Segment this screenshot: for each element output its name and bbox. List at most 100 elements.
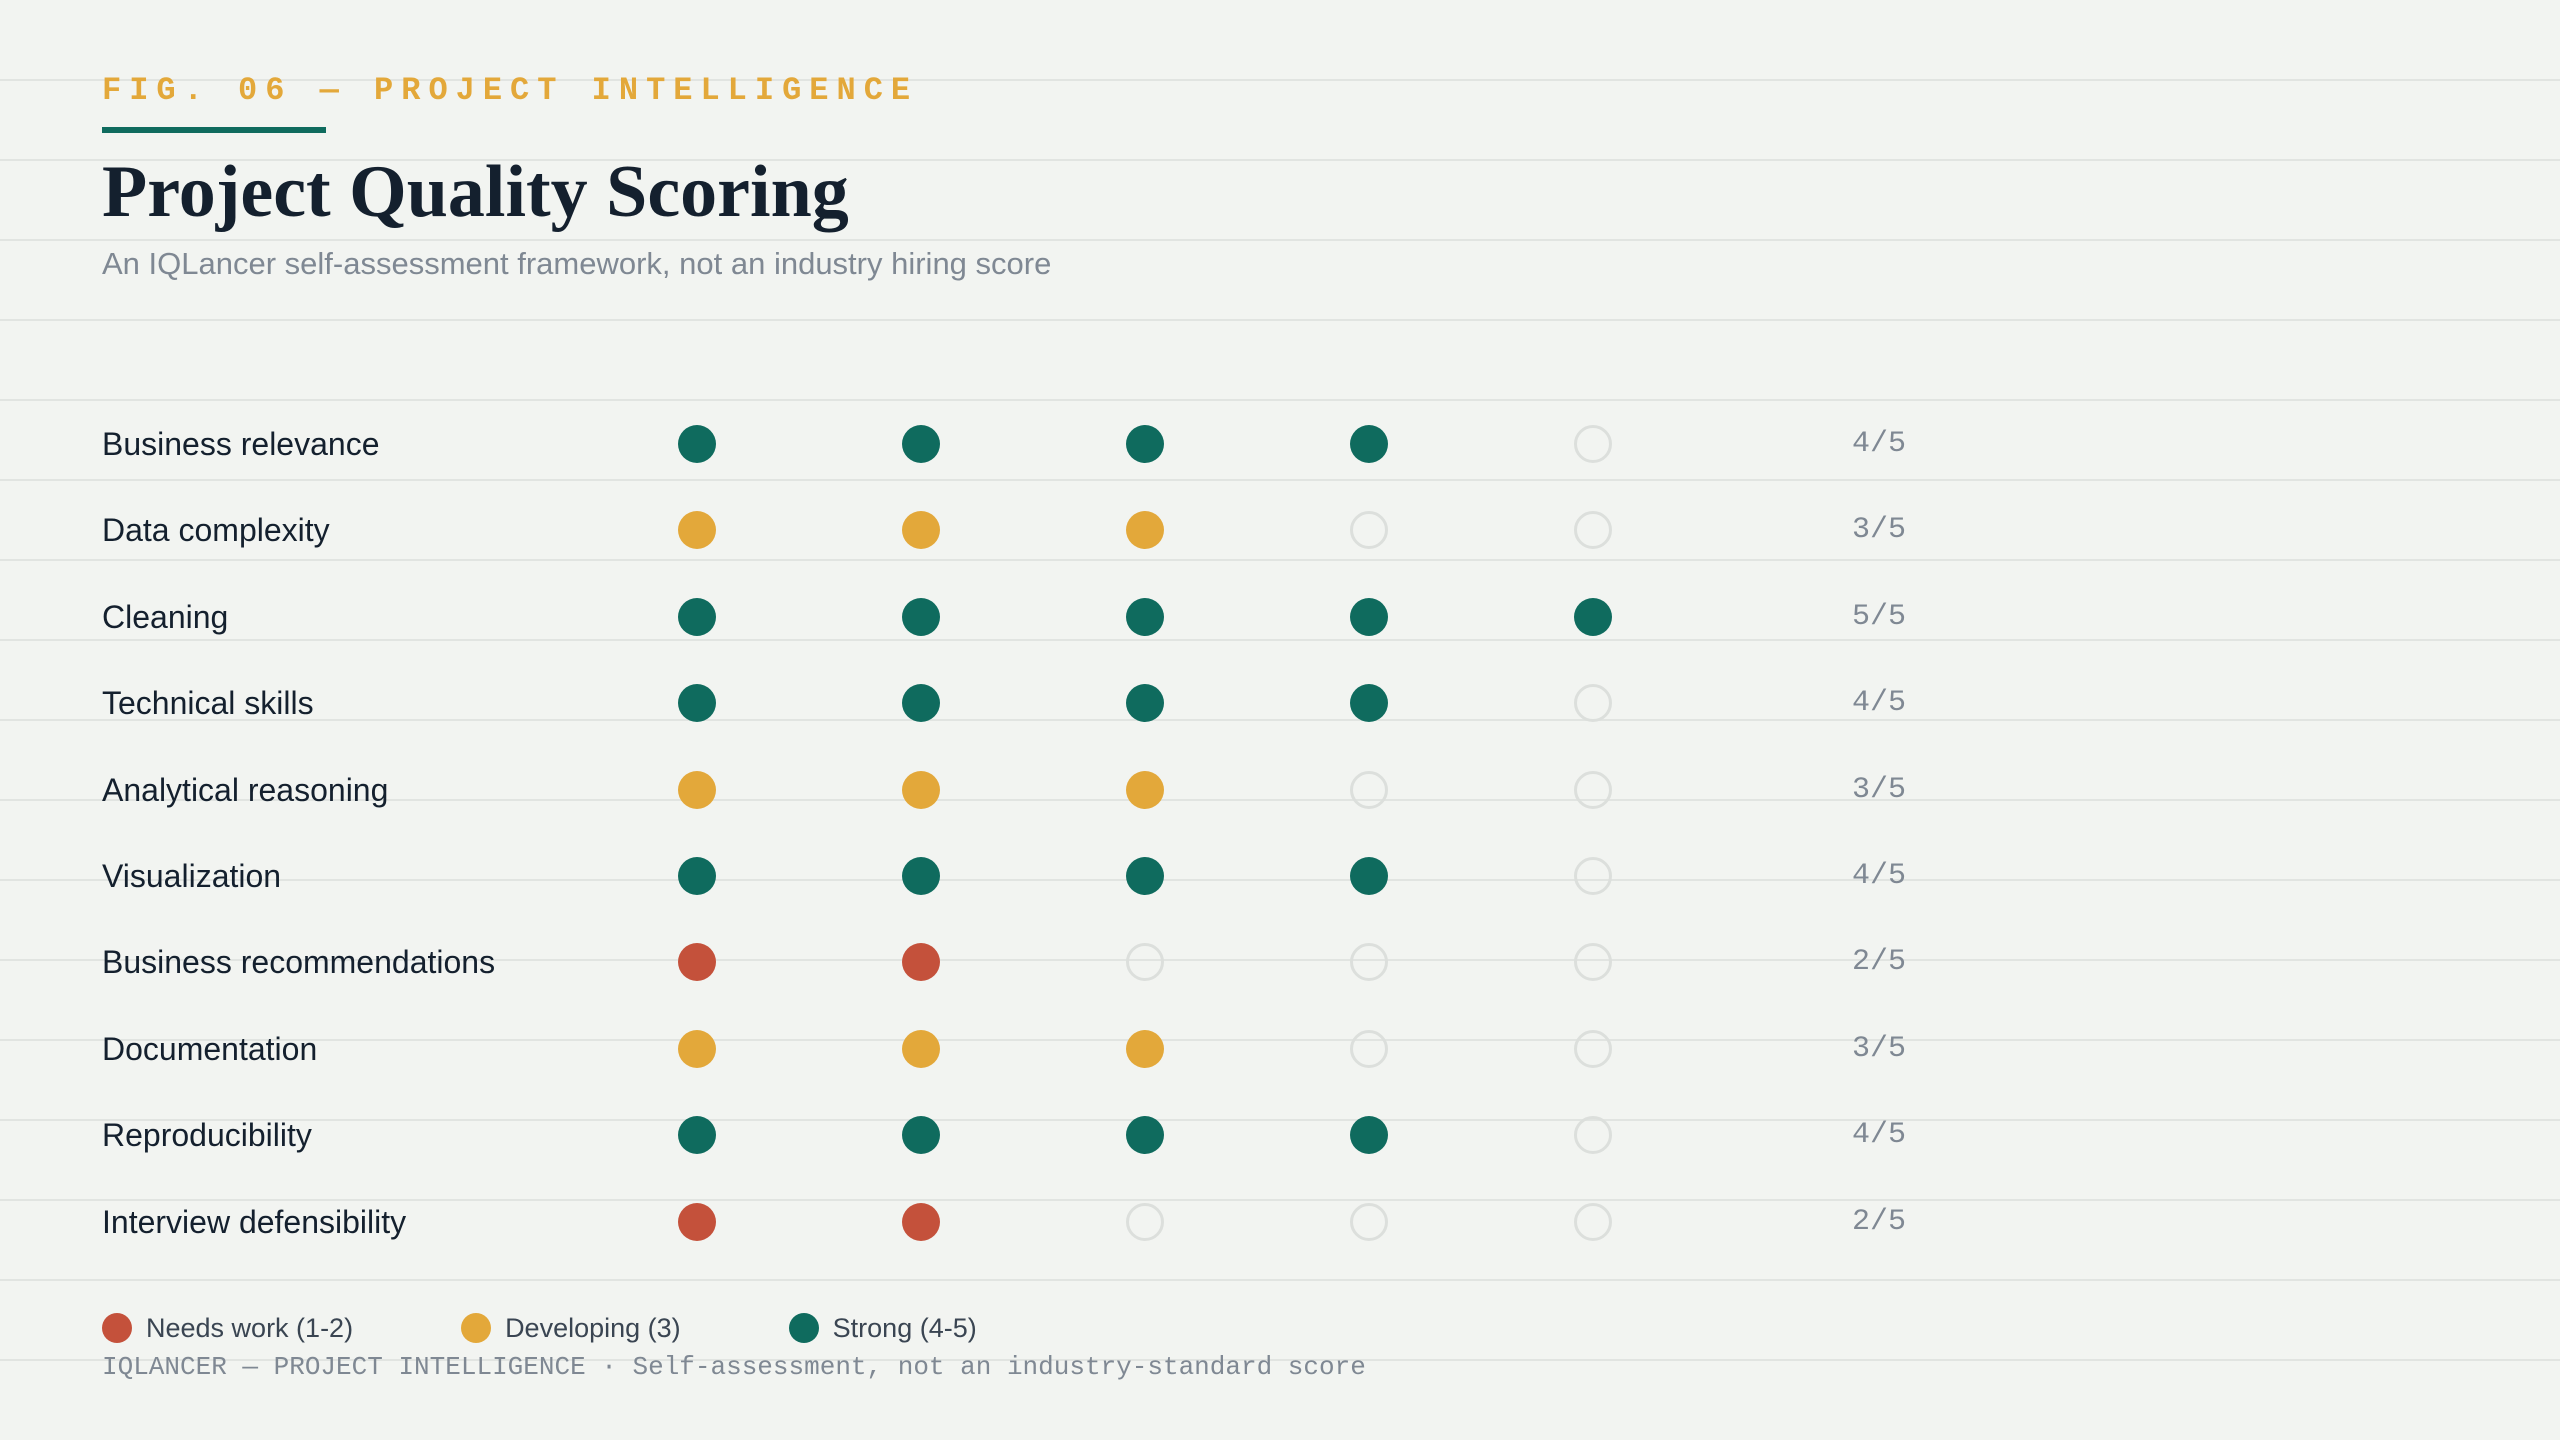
score-dot-filled (678, 857, 716, 895)
gridline (0, 479, 2560, 481)
score-dot-filled (678, 425, 716, 463)
row-label: Reproducibility (102, 1117, 312, 1154)
legend-item-needs-work: Needs work (1-2) (102, 1313, 353, 1344)
row-label: Technical skills (102, 685, 314, 722)
score-dot-empty (1574, 425, 1612, 463)
score-dot-filled (902, 1202, 940, 1241)
score-dot-filled (1126, 684, 1164, 723)
page-subtitle: An IQLancer self-assessment framework, n… (102, 246, 1052, 281)
row-label: Data complexity (102, 512, 330, 549)
score-dot-empty (1574, 1202, 1612, 1241)
score-dot-filled (1126, 1116, 1164, 1155)
score-dot-filled (1126, 425, 1164, 463)
figure-kicker: FIG. 06 — PROJECT INTELLIGENCE (102, 72, 919, 109)
gridline (0, 1199, 2560, 1201)
score-dot-filled (678, 684, 716, 723)
legend-label-needs-work: Needs work (1-2) (146, 1312, 354, 1343)
score-dot-filled (902, 857, 940, 895)
legend-label-developing: Developing (3) (505, 1312, 681, 1343)
gridline (0, 159, 2560, 161)
score-dot-empty (1574, 511, 1612, 550)
score-dot-filled (678, 597, 716, 636)
score-dot-filled (902, 1029, 940, 1068)
score-dot-empty (1350, 511, 1388, 550)
score-dot-filled (902, 943, 940, 982)
score-dot-filled (1350, 684, 1388, 723)
legend-item-developing: Developing (3) (461, 1313, 681, 1344)
score-dot-filled (1350, 1116, 1388, 1155)
footer-note: IQLANCER — PROJECT INTELLIGENCE · Self-a… (102, 1352, 1366, 1382)
gridline (0, 1119, 2560, 1121)
score-dot-filled (902, 425, 940, 463)
gridline (0, 719, 2560, 721)
score-dot-empty (1574, 770, 1612, 809)
score-dot-empty (1350, 1202, 1388, 1241)
row-label: Cleaning (102, 598, 229, 635)
row-score: 4/5 (1852, 1118, 1907, 1153)
row-label: Documentation (102, 1030, 318, 1067)
gridline (0, 879, 2560, 881)
row-score: 4/5 (1852, 686, 1907, 721)
row-score: 2/5 (1852, 945, 1907, 980)
score-dot-filled (1126, 857, 1164, 895)
score-dot-empty (1574, 857, 1612, 895)
score-dot-filled (1126, 597, 1164, 636)
row-label: Interview defensibility (102, 1203, 407, 1240)
score-dot-empty (1350, 1029, 1388, 1068)
score-dot-empty (1574, 943, 1612, 982)
score-dot-filled (1350, 597, 1388, 636)
score-dot-filled (678, 1202, 716, 1241)
score-dot-filled (1350, 857, 1388, 895)
legend: Needs work (1-2) Developing (3) Strong (… (102, 1308, 1085, 1348)
row-score: 4/5 (1852, 427, 1907, 461)
gridline (0, 319, 2560, 321)
row-score: 3/5 (1852, 513, 1907, 548)
score-dot-filled (1350, 425, 1388, 463)
score-dot-filled (678, 943, 716, 982)
gridline (0, 959, 2560, 961)
gridline (0, 799, 2560, 801)
score-dot-empty (1350, 770, 1388, 809)
legend-swatch-needs-work (102, 1313, 132, 1343)
score-dot-filled (902, 511, 940, 550)
legend-swatch-developing (461, 1313, 492, 1343)
gridline (0, 559, 2560, 561)
score-dot-filled (678, 1029, 716, 1068)
score-dot-empty (1126, 943, 1164, 982)
legend-label-strong: Strong (4-5) (832, 1312, 977, 1343)
row-label: Business relevance (102, 426, 380, 462)
row-score: 4/5 (1852, 859, 1907, 893)
row-score: 2/5 (1852, 1204, 1907, 1239)
score-dot-empty (1574, 1116, 1612, 1155)
row-score: 5/5 (1852, 599, 1907, 634)
score-dot-filled (678, 1116, 716, 1155)
gridline (0, 1039, 2560, 1041)
gridline (0, 79, 2560, 81)
row-label: Business recommendations (102, 944, 496, 981)
gridline (0, 1279, 2560, 1281)
legend-swatch-strong (788, 1313, 819, 1343)
score-dot-filled (902, 1116, 940, 1155)
page-title: Project Quality Scoring (102, 151, 849, 233)
score-dot-filled (1126, 511, 1164, 550)
score-dot-filled (1126, 770, 1164, 809)
score-dot-filled (902, 684, 940, 723)
gridline (0, 639, 2560, 641)
gridline (0, 1359, 2560, 1361)
row-score: 3/5 (1852, 772, 1907, 807)
score-dot-empty (1126, 1202, 1164, 1241)
score-dot-filled (678, 511, 716, 550)
kicker-underline (102, 127, 326, 133)
gridline (0, 399, 2560, 401)
score-dot-filled (902, 597, 940, 636)
gridline (0, 239, 2560, 241)
score-dot-empty (1574, 684, 1612, 723)
row-label: Visualization (102, 858, 282, 894)
row-score: 3/5 (1852, 1031, 1907, 1066)
score-dot-empty (1350, 943, 1388, 982)
score-dot-filled (678, 770, 716, 809)
legend-item-strong: Strong (4-5) (788, 1312, 977, 1344)
score-dot-filled (902, 770, 940, 809)
score-dot-empty (1574, 1029, 1612, 1068)
row-label: Analytical reasoning (102, 771, 389, 808)
